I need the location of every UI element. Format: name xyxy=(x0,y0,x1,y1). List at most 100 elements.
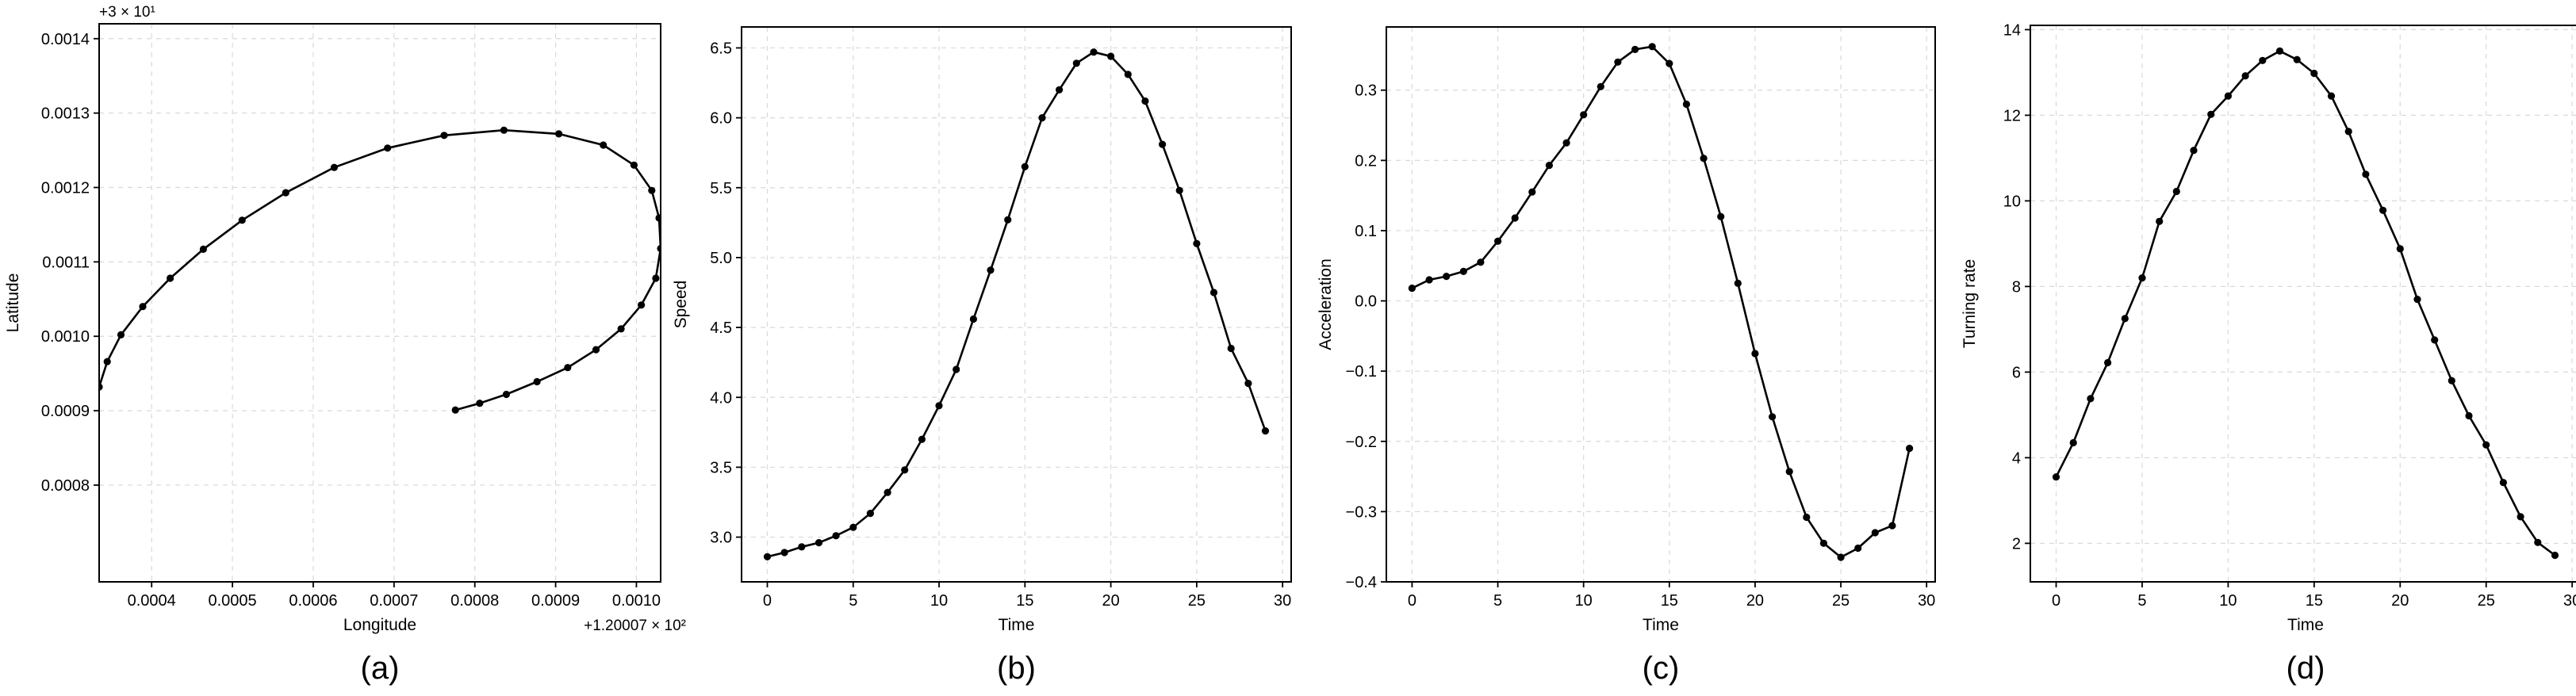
data-point xyxy=(2517,513,2524,521)
x-tick-label: 15 xyxy=(1661,592,1678,610)
y-tick-label: 0.2 xyxy=(1355,152,1377,170)
data-point xyxy=(2172,187,2180,196)
data-point xyxy=(2224,92,2232,100)
data-point xyxy=(1528,188,1536,196)
data-point xyxy=(167,274,174,282)
data-point xyxy=(502,390,511,399)
y-tick-label: 3.5 xyxy=(710,459,732,476)
data-point xyxy=(935,402,943,410)
x-tick-label: 0 xyxy=(2052,592,2060,610)
y-tick-label: 5.5 xyxy=(710,180,732,197)
y-tick-label: 0.0013 xyxy=(41,105,90,123)
data-point xyxy=(2448,377,2455,384)
data-point xyxy=(1459,267,1467,275)
y-tick-label: 14 xyxy=(2003,21,2021,39)
x-tick-label: 25 xyxy=(1188,592,1206,610)
data-point xyxy=(1443,273,1451,281)
data-point xyxy=(1107,52,1115,60)
data-point xyxy=(1648,43,1656,51)
y-tick-label: 8 xyxy=(2012,278,2021,296)
data-point xyxy=(1244,380,1252,388)
data-point xyxy=(2534,538,2542,546)
data-point xyxy=(384,144,392,152)
y-tick-label: 0.0012 xyxy=(41,180,90,197)
x-axis-label: Time xyxy=(999,616,1035,634)
data-point xyxy=(1871,529,1879,537)
data-point xyxy=(1888,522,1896,530)
series-line xyxy=(1411,45,1911,559)
data-point xyxy=(199,245,207,253)
data-point xyxy=(1056,86,1064,94)
data-point xyxy=(1494,237,1502,245)
data-point xyxy=(1562,139,1570,147)
data-point xyxy=(2362,170,2370,178)
x-offset-label: +1.20007 × 10² xyxy=(584,618,686,634)
x-tick-label: 25 xyxy=(2478,592,2495,610)
y-tick-label: 10 xyxy=(2003,193,2021,210)
y-tick-label: 3.0 xyxy=(710,530,732,547)
data-point xyxy=(617,325,625,333)
data-point xyxy=(2104,358,2112,367)
data-point xyxy=(1141,97,1149,105)
y-tick-label: 12 xyxy=(2003,107,2021,124)
x-tick-label: 0.0010 xyxy=(612,592,661,610)
data-point xyxy=(440,132,448,140)
y-tick-label: 6.0 xyxy=(710,110,732,128)
data-point xyxy=(2138,274,2146,282)
data-point xyxy=(2069,438,2077,447)
panel-caption: (b) xyxy=(997,651,1036,686)
data-point xyxy=(798,543,806,551)
data-point xyxy=(139,303,147,311)
x-tick-label: 30 xyxy=(1274,592,1291,610)
x-tick-label: 10 xyxy=(1575,592,1593,610)
data-point xyxy=(500,126,508,134)
x-tick-label: 5 xyxy=(2137,592,2146,610)
data-point xyxy=(763,553,772,560)
data-point xyxy=(918,435,926,443)
data-point xyxy=(1124,71,1132,78)
data-point xyxy=(1580,111,1588,119)
data-point xyxy=(2156,217,2164,225)
data-point xyxy=(1803,513,1811,522)
data-point xyxy=(2465,411,2473,420)
y-tick-label: −0.1 xyxy=(1346,363,1377,381)
data-point xyxy=(901,466,909,474)
series-line xyxy=(2055,49,2556,556)
series-group xyxy=(99,126,661,414)
data-point xyxy=(2310,69,2318,78)
x-tick-label: 0.0008 xyxy=(450,592,499,610)
data-point xyxy=(1021,163,1029,170)
chart-panel-b: 0 5 10 15 20 25 30 3.0 3.5 4.0 4.5 5.0 5.5 6.0 6.5 Time… xyxy=(672,26,1292,686)
data-point xyxy=(1597,82,1604,90)
data-point xyxy=(2207,110,2215,118)
data-point xyxy=(1038,114,1046,122)
data-point xyxy=(953,365,960,373)
chart-panel-a: 0.0004 0.0005 0.0006 0.0007 0.0008 0.0009 0.00… xyxy=(4,4,686,686)
data-point xyxy=(648,186,656,194)
data-point xyxy=(987,266,995,274)
data-point xyxy=(2551,551,2559,560)
y-tick-label: −0.4 xyxy=(1346,574,1377,591)
data-point xyxy=(1682,100,1690,109)
data-point xyxy=(849,523,857,531)
data-point xyxy=(2413,296,2421,304)
x-tick-label: 5 xyxy=(1493,592,1502,610)
y-tick-label: 4 xyxy=(2012,449,2021,467)
data-point xyxy=(638,301,646,309)
x-tick-label: 0 xyxy=(1408,592,1416,610)
data-point xyxy=(1614,58,1622,66)
data-point xyxy=(1545,162,1553,170)
data-point xyxy=(2259,56,2267,64)
data-point xyxy=(1906,445,1914,453)
data-point xyxy=(1425,276,1433,284)
data-point xyxy=(2293,55,2301,63)
data-point xyxy=(780,549,788,556)
data-point xyxy=(2327,92,2336,100)
y-tick-label: −0.2 xyxy=(1346,434,1377,451)
data-point xyxy=(1090,48,1098,56)
data-point xyxy=(451,406,459,414)
data-point xyxy=(1666,59,1673,67)
data-point xyxy=(2241,72,2249,80)
data-point xyxy=(2190,147,2198,155)
data-point xyxy=(1511,214,1519,222)
